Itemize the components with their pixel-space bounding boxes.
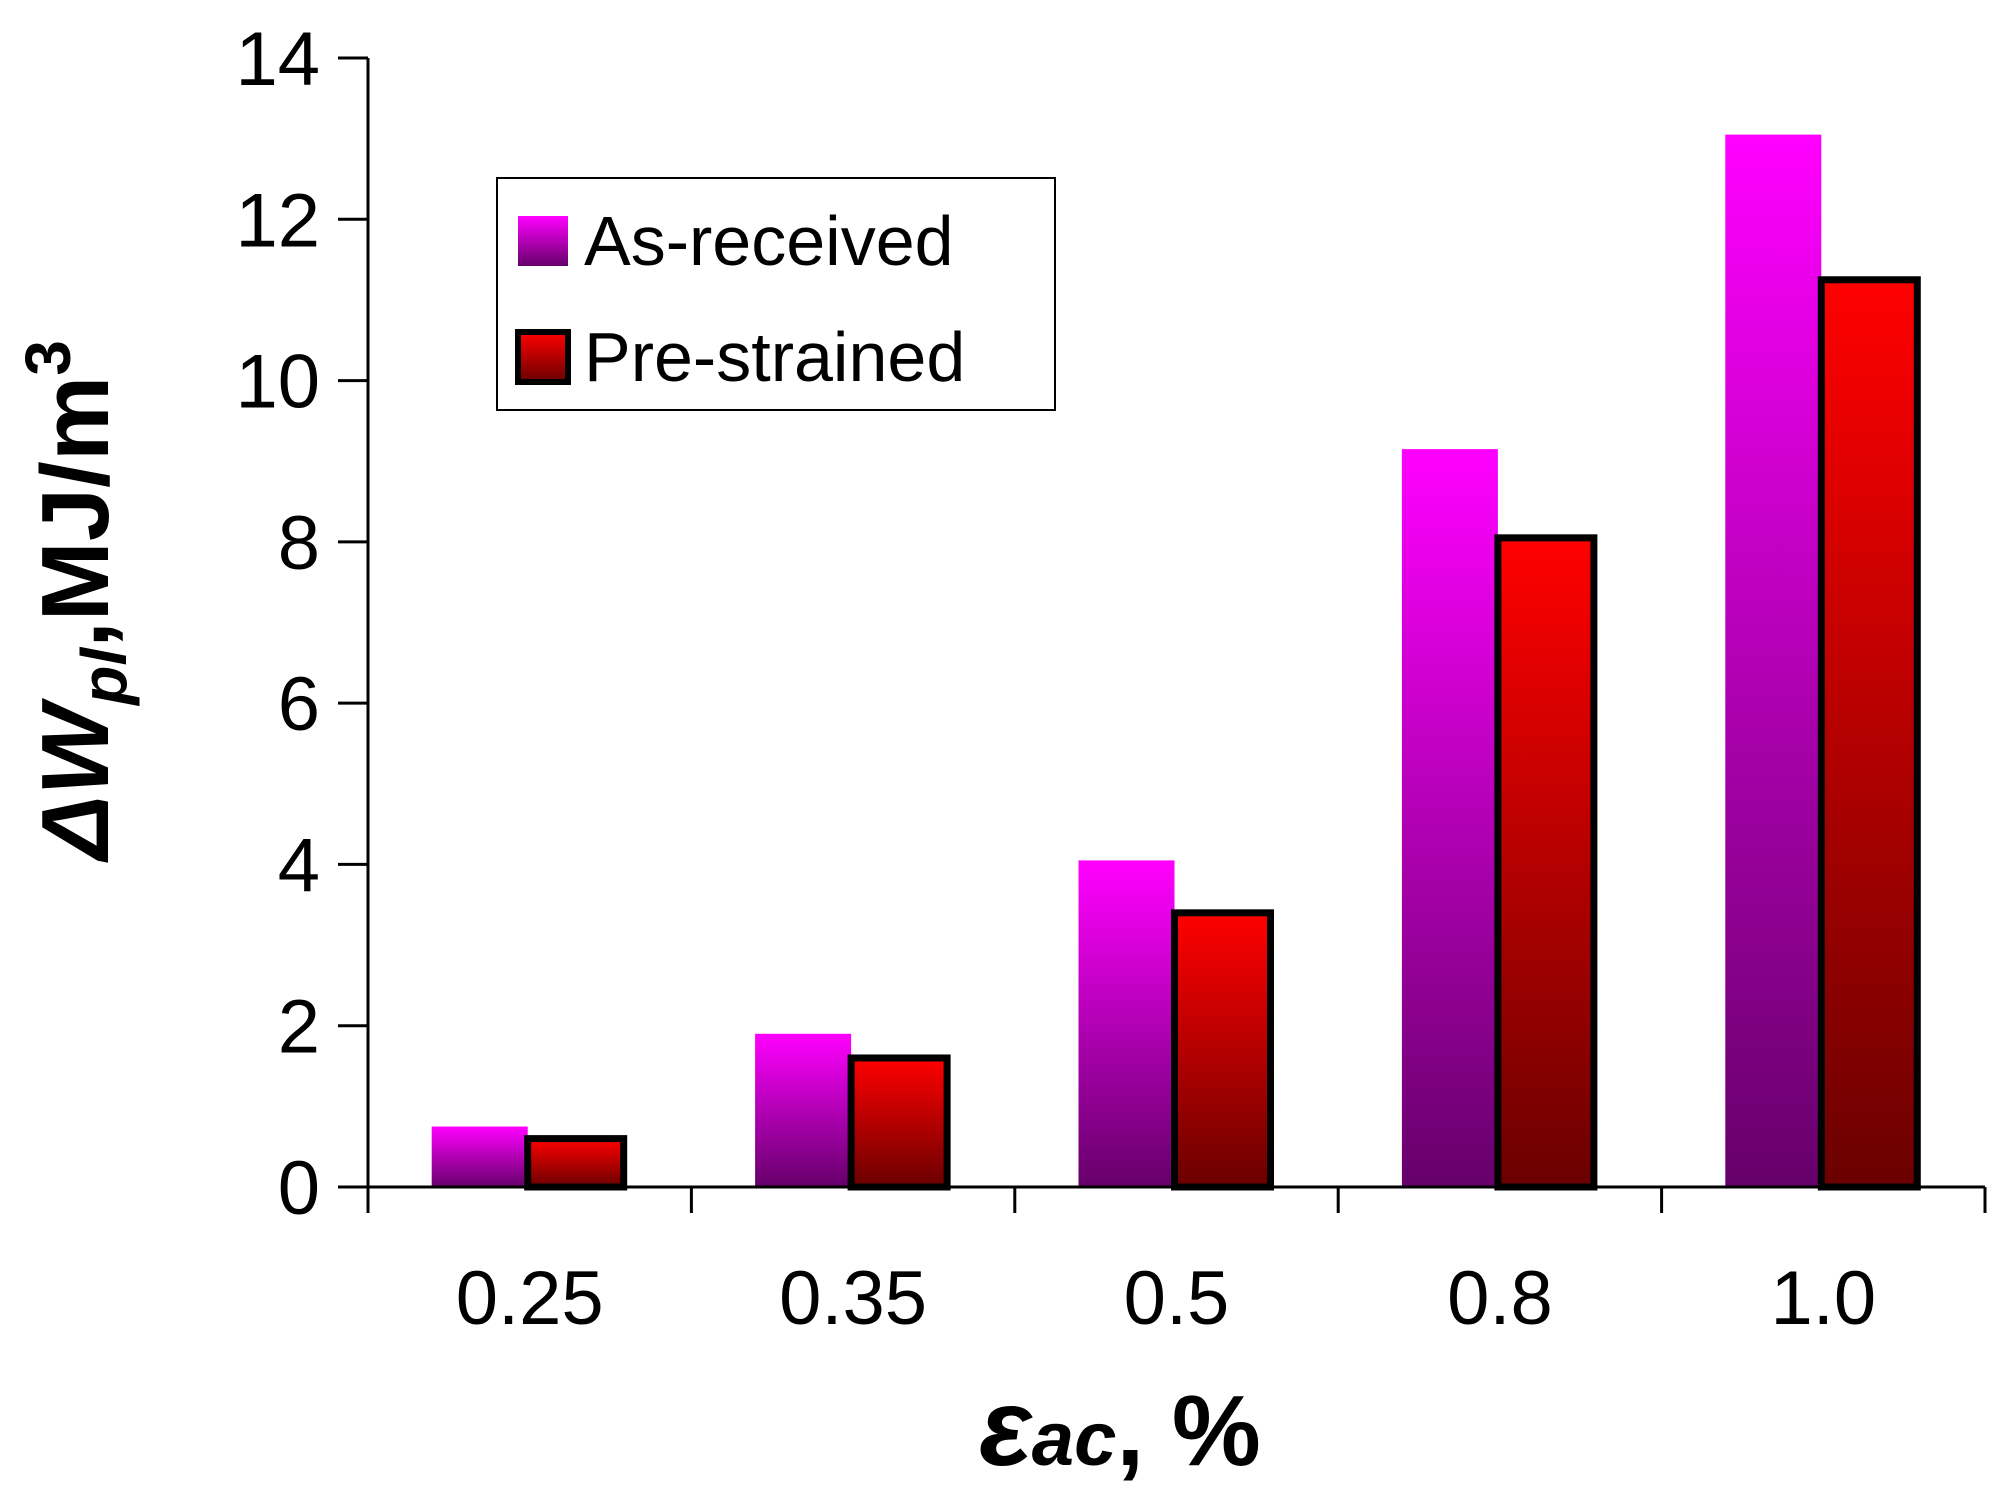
y-tick-label-12: 12 bbox=[235, 178, 320, 263]
bar-pre-strained-0.5 bbox=[1171, 909, 1274, 1191]
x-axis-subscript: ac bbox=[1032, 1397, 1117, 1482]
legend-swatch-pre-strained bbox=[515, 329, 571, 385]
bar-pre-strained-1.0 bbox=[1817, 276, 1921, 1191]
legend-swatch-as-received bbox=[518, 216, 568, 266]
bar-pre-strained-0.8 bbox=[1494, 534, 1598, 1191]
legend-label-as-received: As-received bbox=[584, 202, 954, 280]
legend-label-pre-strained: Pre-strained bbox=[584, 318, 965, 396]
y-tick-label-0: 0 bbox=[278, 1146, 320, 1231]
x-axis-title: εac, % bbox=[979, 1366, 1261, 1489]
x-tick-label-0.25: 0.25 bbox=[456, 1256, 604, 1341]
y-axis-superscript: 3 bbox=[12, 340, 84, 376]
axes-group: 0 2 4 6 8 10 12 14 0.25 0.35 0.5 0.8 1.0 bbox=[235, 17, 1987, 1341]
y-tick-label-8: 8 bbox=[278, 501, 320, 586]
bar-as-received-0.35 bbox=[755, 1033, 852, 1187]
x-tick-label-1.0: 1.0 bbox=[1770, 1256, 1876, 1341]
x-axis-suffix: , % bbox=[1116, 1375, 1260, 1487]
y-tick-label-2: 2 bbox=[278, 985, 320, 1070]
y-tick-label-14: 14 bbox=[235, 17, 320, 102]
x-tick-label-0.35: 0.35 bbox=[779, 1256, 927, 1341]
x-tick-label-0.8: 0.8 bbox=[1447, 1256, 1553, 1341]
legend: As-received Pre-strained bbox=[496, 177, 1056, 411]
bar-pre-strained-0.35 bbox=[847, 1054, 951, 1191]
bars-group bbox=[431, 134, 1921, 1191]
x-tick-label-0.5: 0.5 bbox=[1124, 1256, 1230, 1341]
legend-box bbox=[496, 177, 1056, 411]
bar-as-received-0.5 bbox=[1078, 860, 1175, 1187]
bar-as-received-0.25 bbox=[431, 1126, 528, 1187]
y-axis-suffix: ,MJ/m bbox=[22, 376, 129, 648]
y-tick-label-10: 10 bbox=[235, 340, 320, 425]
y-tick-label-6: 6 bbox=[278, 662, 320, 747]
bar-pre-strained-0.25 bbox=[524, 1135, 628, 1191]
bar-as-received-1.0 bbox=[1725, 134, 1822, 1187]
y-axis-symbol: ΔW bbox=[22, 697, 129, 862]
y-axis-title: ΔWpl,MJ/m3 bbox=[12, 340, 140, 863]
y-axis-subscript: pl bbox=[68, 647, 140, 707]
x-axis-symbol: ε bbox=[979, 1366, 1033, 1489]
y-tick-label-4: 4 bbox=[278, 823, 320, 908]
bar-as-received-0.8 bbox=[1401, 449, 1498, 1187]
